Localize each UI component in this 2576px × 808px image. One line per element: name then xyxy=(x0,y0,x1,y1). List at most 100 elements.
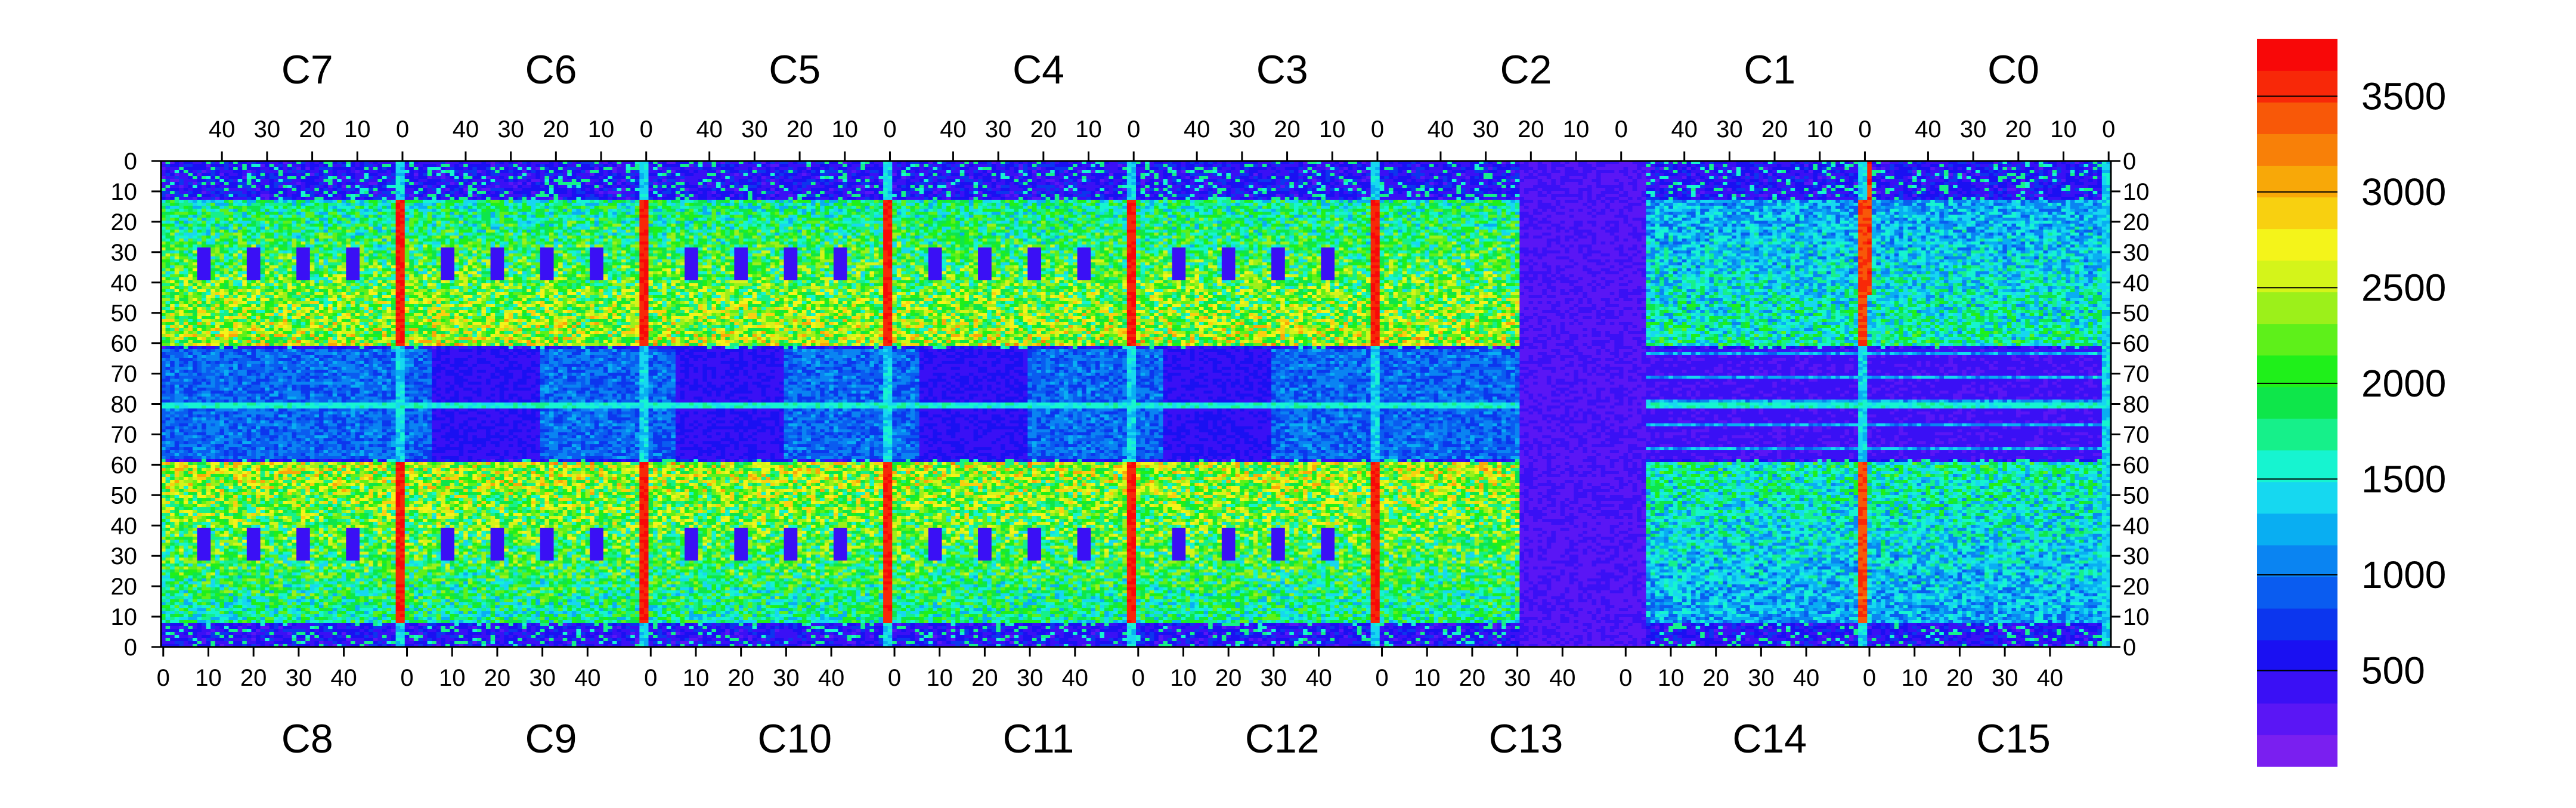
heatmap-cell xyxy=(166,167,179,171)
heatmap-cell xyxy=(1176,179,1181,182)
heatmap-cell xyxy=(219,173,224,177)
heatmap-cell xyxy=(1339,167,1344,171)
heatmap-cell xyxy=(166,170,171,174)
heatmap-cell xyxy=(2002,164,2007,168)
heatmap-cell xyxy=(2016,167,2021,171)
heatmap-cell xyxy=(2030,173,2039,177)
heatmap-cell xyxy=(676,170,689,174)
heatmap-cell xyxy=(739,173,744,177)
heatmap-cell xyxy=(486,176,491,179)
heatmap-cell xyxy=(1668,167,1673,171)
heatmap-cell xyxy=(1267,176,1272,179)
heatmap-cell xyxy=(1912,179,1917,182)
heatmap-cell xyxy=(1262,164,1267,168)
heatmap-cell xyxy=(251,164,261,168)
heatmap-cell xyxy=(1479,164,1484,168)
heatmap-cell xyxy=(1055,179,1060,182)
heatmap-cell xyxy=(1912,173,1917,177)
heatmap-cell xyxy=(527,173,531,177)
heatmap-cell xyxy=(2030,164,2039,168)
heatmap-cell xyxy=(1795,167,1800,171)
heatmap-cell xyxy=(1100,170,1104,174)
heatmap-cell xyxy=(1894,170,1908,174)
heatmap-cell xyxy=(1447,179,1452,182)
heatmap-cell xyxy=(874,179,879,182)
heatmap-cell xyxy=(1493,164,1502,168)
heatmap-cell xyxy=(1854,164,1859,168)
heatmap-cell xyxy=(251,176,256,179)
heatmap-cell xyxy=(1429,173,1434,177)
heatmap-cell xyxy=(522,173,527,177)
heatmap-cell xyxy=(1488,170,1497,174)
heatmap-cell xyxy=(1285,176,1290,179)
heatmap-cell xyxy=(1249,173,1253,177)
heatmap-cell xyxy=(513,176,518,179)
heatmap-cell xyxy=(1249,167,1267,171)
heatmap-cell xyxy=(649,179,654,182)
heatmap-cell xyxy=(1145,173,1150,177)
heatmap-cell xyxy=(1949,176,1953,179)
heatmap-cell xyxy=(1339,179,1344,182)
heatmap-cell xyxy=(829,176,834,179)
heatmap-cell xyxy=(612,179,617,182)
heatmap-cell xyxy=(942,164,947,168)
heatmap-cell xyxy=(1912,170,1917,174)
heatmap-cell xyxy=(820,170,825,174)
heatmap-cell xyxy=(2039,164,2044,168)
heatmap-cell xyxy=(1718,170,1723,174)
heatmap-cell xyxy=(1064,179,1069,182)
heatmap-cell xyxy=(1438,173,1452,177)
heatmap-cell xyxy=(197,179,207,182)
heatmap-cell xyxy=(1858,167,1863,171)
heatmap-cell xyxy=(261,173,265,177)
heatmap-cell xyxy=(333,164,342,168)
heatmap-cell xyxy=(779,173,784,177)
heatmap-cell xyxy=(987,164,992,168)
heatmap-cell xyxy=(869,179,874,182)
heatmap-cell xyxy=(1809,164,1813,168)
heatmap-cell xyxy=(734,179,739,182)
heatmap-cell xyxy=(1818,173,1822,177)
heatmap-cell xyxy=(1872,179,1881,182)
heatmap-cell xyxy=(1393,176,1398,179)
heatmap-cell xyxy=(1759,179,1764,182)
heatmap-cell xyxy=(2025,164,2030,168)
heatmap-cell xyxy=(617,164,622,168)
heatmap-cell xyxy=(1380,164,1385,168)
heatmap-cell xyxy=(1213,167,1218,171)
heatmap-cell xyxy=(775,176,779,179)
heatmap-cell xyxy=(2021,167,2026,171)
heatmap-cell xyxy=(1501,173,1506,177)
heatmap-cell xyxy=(572,170,581,174)
heatmap-cell xyxy=(1014,176,1019,179)
heatmap-cell xyxy=(504,179,509,182)
heatmap-cell xyxy=(924,179,928,182)
heatmap-cell xyxy=(554,170,564,174)
heatmap-cell xyxy=(1018,176,1023,179)
heatmap-cell xyxy=(1078,164,1082,168)
heatmap-cell xyxy=(1777,179,1782,182)
heatmap-cell xyxy=(229,179,234,182)
heatmap-cell xyxy=(1226,164,1231,168)
heatmap-cell xyxy=(1993,170,1998,174)
heatmap-cell xyxy=(734,164,739,168)
heatmap-cell xyxy=(1321,164,1326,168)
heatmap-cell xyxy=(1763,176,1768,179)
heatmap-cell xyxy=(901,170,906,174)
heatmap-cell xyxy=(1475,164,1479,168)
heatmap-cell xyxy=(811,173,821,177)
heatmap-cell xyxy=(911,176,915,179)
heatmap-cell xyxy=(1551,170,1561,174)
heatmap-cell xyxy=(377,173,391,177)
heatmap-cell xyxy=(166,173,171,177)
heatmap-cell xyxy=(802,170,807,174)
heatmap-cell xyxy=(337,179,342,182)
heatmap-cell xyxy=(779,170,784,174)
heatmap-cell xyxy=(342,176,346,179)
heatmap-cell xyxy=(711,176,716,179)
heatmap-cell xyxy=(1574,167,1583,171)
heatmap-cell xyxy=(219,176,224,179)
heatmap-cell xyxy=(1434,164,1439,168)
heatmap-cell xyxy=(987,173,992,177)
heatmap-cell xyxy=(1452,170,1466,174)
